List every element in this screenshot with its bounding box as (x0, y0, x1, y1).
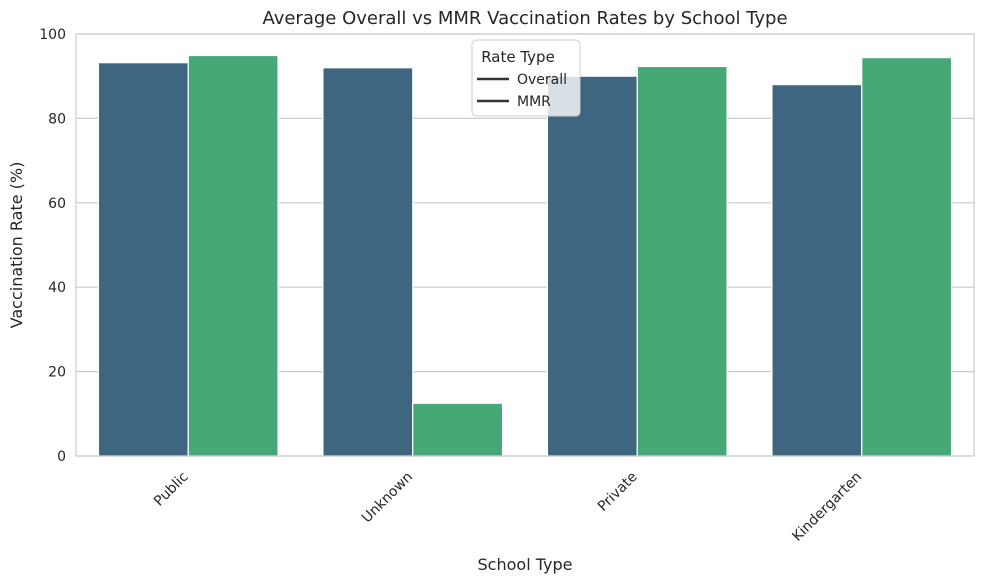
bar-mmr-unknown (412, 402, 504, 457)
x-tick-label: Unknown (359, 469, 416, 526)
chart-title: Average Overall vs MMR Vaccination Rates… (262, 8, 787, 29)
x-tick-label: Kindergarten (789, 469, 865, 545)
y-tick-labels: 0 20 40 60 80 100 (39, 27, 66, 465)
bar-mmr-public (187, 54, 279, 457)
x-axis-label: School Type (478, 555, 573, 574)
y-tick-label: 0 (57, 449, 66, 465)
x-tick-label: Public (151, 469, 192, 510)
y-tick-label: 40 (48, 280, 66, 296)
x-tick-labels: Public Unknown Private Kindergarten (151, 469, 865, 545)
legend-label-mmr: MMR (517, 94, 551, 110)
x-tick-label: Private (595, 469, 641, 515)
plot-frame (75, 33, 975, 457)
y-tick-label: 60 (48, 196, 66, 212)
bar-overall-public (97, 62, 189, 457)
bar-mmr-private (636, 65, 728, 457)
y-tick-label: 80 (48, 111, 66, 127)
bar-overall-kindergarten (771, 84, 863, 457)
legend-label-overall: Overall (517, 72, 567, 88)
bar-overall-private (546, 75, 638, 457)
legend-title: Rate Type (481, 48, 555, 66)
legend: Rate Type Overall MMR (471, 39, 581, 117)
bars (97, 54, 953, 457)
bar-mmr-kindergarten (861, 57, 953, 457)
y-axis-label: Vaccination Rate (%) (7, 162, 26, 329)
y-tick-label: 20 (48, 365, 66, 381)
y-tick-label: 100 (39, 27, 66, 43)
bar-overall-unknown (322, 67, 414, 457)
legend-box (471, 39, 581, 117)
